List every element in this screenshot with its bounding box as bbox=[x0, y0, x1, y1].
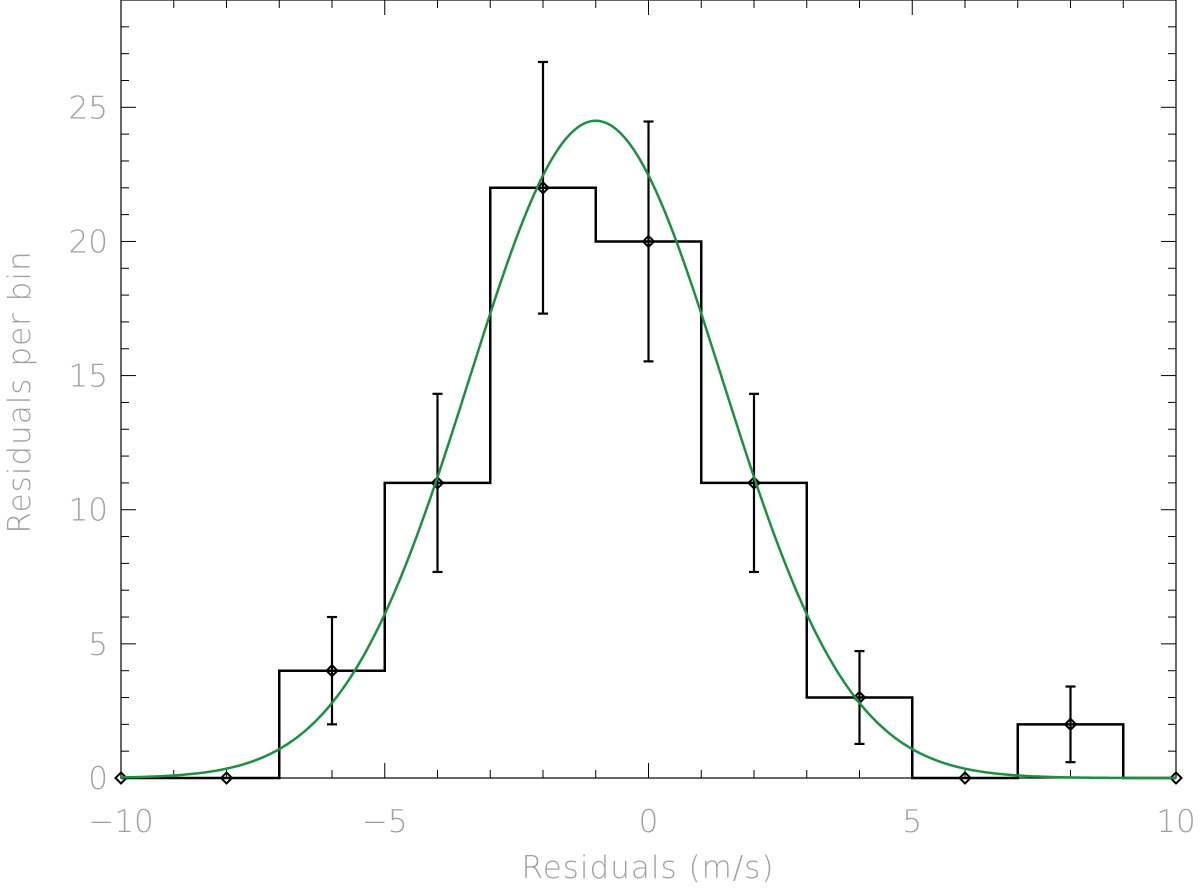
x-tick-label: 5 bbox=[902, 804, 922, 840]
data-point-diamond bbox=[430, 475, 445, 490]
y-tick-label: 20 bbox=[69, 224, 108, 260]
y-tick-label: 5 bbox=[88, 627, 108, 663]
y-axis-title: Residuals per bin bbox=[2, 250, 38, 533]
data-point-diamond bbox=[958, 771, 972, 785]
plot-frame bbox=[120, 0, 1177, 779]
data-point-diamond bbox=[1063, 717, 1078, 732]
x-tick-label: 0 bbox=[639, 804, 659, 840]
x-axis-title: Residuals (m/s) bbox=[522, 850, 775, 886]
x-tick-label: 10 bbox=[1156, 804, 1195, 840]
x-tick-label: −10 bbox=[88, 804, 153, 840]
y-tick-label: 0 bbox=[88, 761, 108, 797]
data-point-diamond bbox=[536, 180, 550, 195]
data-point-diamond bbox=[747, 475, 761, 490]
data-point-diamond bbox=[325, 663, 339, 678]
data-point-diamond bbox=[219, 771, 234, 785]
y-tick-label: 25 bbox=[69, 90, 108, 126]
x-tick-labels: −10 −5 0 5 10 bbox=[88, 804, 1195, 840]
y-tick-label: 15 bbox=[69, 359, 108, 395]
data-point-diamond bbox=[1169, 771, 1183, 785]
x-tick-label: −5 bbox=[362, 804, 408, 840]
y-tick-label: 10 bbox=[69, 493, 108, 529]
error-bars bbox=[327, 60, 1076, 764]
axis-ticks bbox=[120, 0, 1177, 779]
gaussian-fit-curve bbox=[120, 119, 1176, 780]
histogram-steps bbox=[121, 186, 1176, 780]
y-tick-labels: 0 5 10 15 20 25 bbox=[69, 90, 108, 797]
data-point-diamond bbox=[641, 234, 656, 249]
